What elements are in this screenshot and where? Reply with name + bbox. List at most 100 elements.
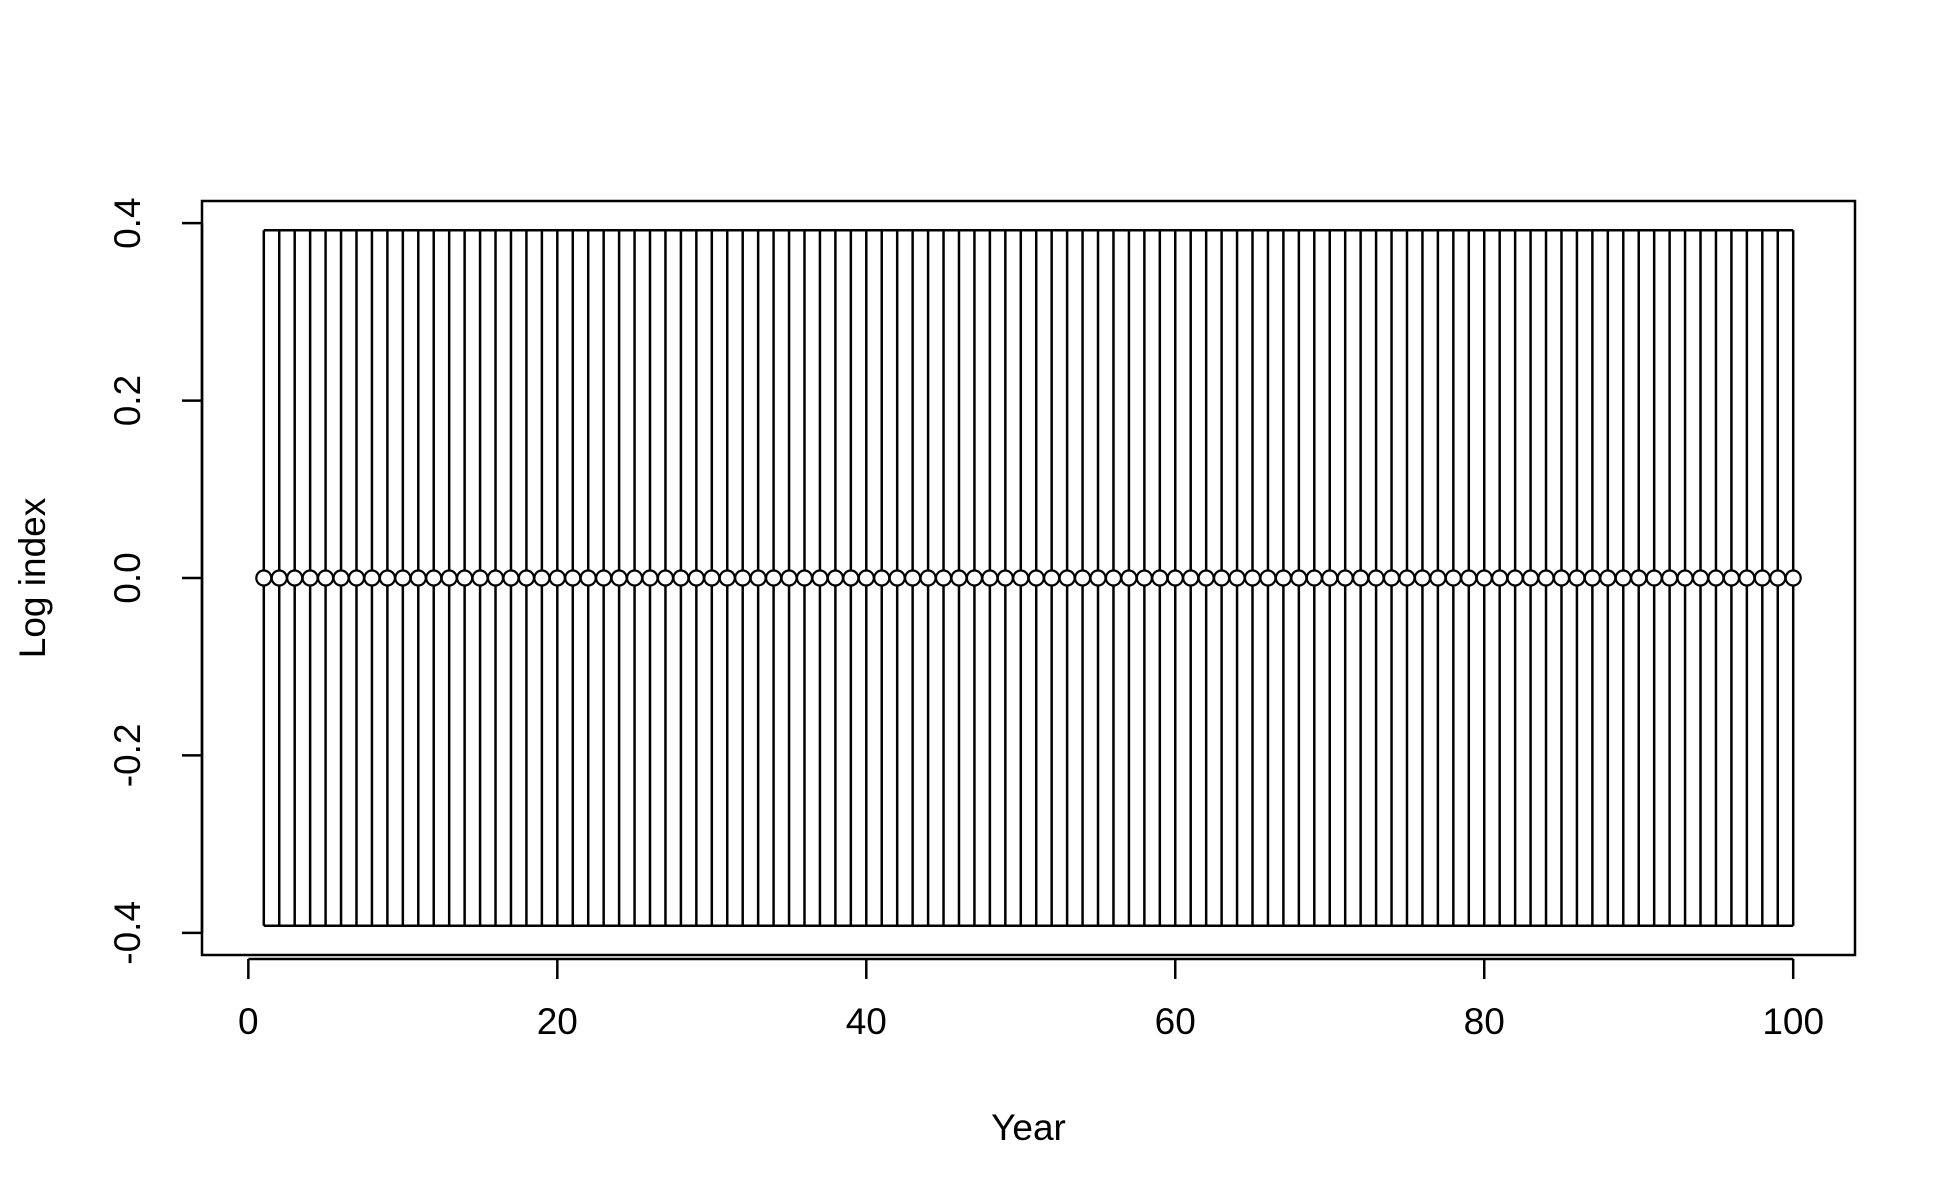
data-point <box>579 569 597 587</box>
data-point <box>378 569 396 587</box>
data-point <box>471 569 489 587</box>
data-point <box>656 569 675 587</box>
data-point <box>1460 569 1478 587</box>
data-point <box>517 569 536 587</box>
data-point <box>486 569 505 587</box>
data-point <box>1243 569 1262 587</box>
data-point <box>703 569 721 587</box>
data-point <box>301 569 319 587</box>
data-point <box>363 569 381 587</box>
data-point <box>687 569 705 587</box>
data-point <box>1769 569 1787 587</box>
y-axis: -0.4 -0.2 0.0 0.2 0.4 <box>107 197 204 965</box>
data-point <box>764 569 783 587</box>
data-point <box>1321 569 1339 587</box>
data-point <box>394 569 412 587</box>
data-point <box>1444 569 1462 587</box>
data-point <box>1722 569 1741 587</box>
data-point <box>255 569 273 587</box>
data-point <box>332 569 350 587</box>
data-point <box>548 569 566 587</box>
x-tick-label: 20 <box>537 1001 578 1042</box>
y-tick-label: 0.0 <box>107 552 148 603</box>
data-point <box>780 569 798 587</box>
x-tick-label: 0 <box>238 1001 259 1042</box>
data-point <box>1290 569 1308 587</box>
data-point <box>718 569 736 587</box>
data-point <box>1599 569 1617 587</box>
data-point <box>1089 569 1107 587</box>
y-tick-label: 0.4 <box>107 197 148 248</box>
data-point <box>888 569 906 587</box>
data-point <box>1228 569 1246 587</box>
data-point <box>1398 569 1416 587</box>
data-point <box>1274 569 1293 587</box>
data-point <box>347 569 366 587</box>
data-point <box>1568 569 1586 587</box>
data-point <box>564 569 582 587</box>
y-tick-label: -0.2 <box>107 724 148 788</box>
data-point <box>1429 569 1447 587</box>
data-point <box>425 569 443 587</box>
data-point <box>1135 569 1153 587</box>
y-tick-label: 0.2 <box>107 375 148 426</box>
x-tick-label: 40 <box>846 1001 887 1042</box>
data-point <box>533 569 551 587</box>
data-point <box>1367 569 1385 587</box>
data-point <box>1305 569 1323 587</box>
data-point <box>1182 569 1200 587</box>
data-point <box>270 569 288 587</box>
x-tick-label: 100 <box>1762 1001 1824 1042</box>
data-point <box>1521 569 1540 587</box>
data-point <box>641 569 659 587</box>
data-point <box>842 569 860 587</box>
data-point <box>1676 569 1694 587</box>
data-points <box>255 569 1802 587</box>
y-axis-label: Log index <box>12 497 53 658</box>
data-point <box>1583 569 1601 587</box>
data-point <box>873 569 891 587</box>
data-point <box>1552 569 1571 587</box>
data-point <box>749 569 767 587</box>
data-point <box>1506 569 1524 587</box>
data-point <box>1352 569 1370 587</box>
data-point <box>1058 569 1076 587</box>
data-point <box>316 569 335 587</box>
data-point <box>1475 569 1493 587</box>
data-point <box>1738 569 1756 587</box>
x-axis-label: Year <box>991 1107 1066 1148</box>
data-point <box>795 569 814 587</box>
data-point <box>1197 569 1215 587</box>
data-point <box>950 569 968 587</box>
data-point <box>1537 569 1555 587</box>
y-tick-label: -0.4 <box>107 901 148 965</box>
x-tick-label: 60 <box>1155 1001 1196 1042</box>
data-point <box>996 569 1014 587</box>
data-point <box>440 569 458 587</box>
data-point <box>1120 569 1138 587</box>
data-point <box>1753 569 1771 587</box>
x-axis: 0 20 40 60 80 100 <box>238 957 1824 1042</box>
data-point <box>1027 569 1045 587</box>
data-point <box>734 569 752 587</box>
data-point <box>1166 569 1184 587</box>
data-point <box>904 569 922 587</box>
data-point <box>409 569 427 587</box>
data-point <box>965 569 984 587</box>
data-point <box>286 569 304 587</box>
data-point <box>595 569 613 587</box>
data-point <box>1661 569 1679 587</box>
data-point <box>1012 569 1030 587</box>
data-point <box>1491 569 1509 587</box>
data-point <box>934 569 953 587</box>
data-point <box>1382 569 1401 587</box>
data-point <box>1151 569 1169 587</box>
data-point <box>1645 569 1663 587</box>
data-point <box>981 569 999 587</box>
data-point <box>811 569 829 587</box>
data-point <box>1413 569 1432 587</box>
data-point <box>672 569 690 587</box>
data-point <box>1614 569 1632 587</box>
data-point <box>456 569 474 587</box>
